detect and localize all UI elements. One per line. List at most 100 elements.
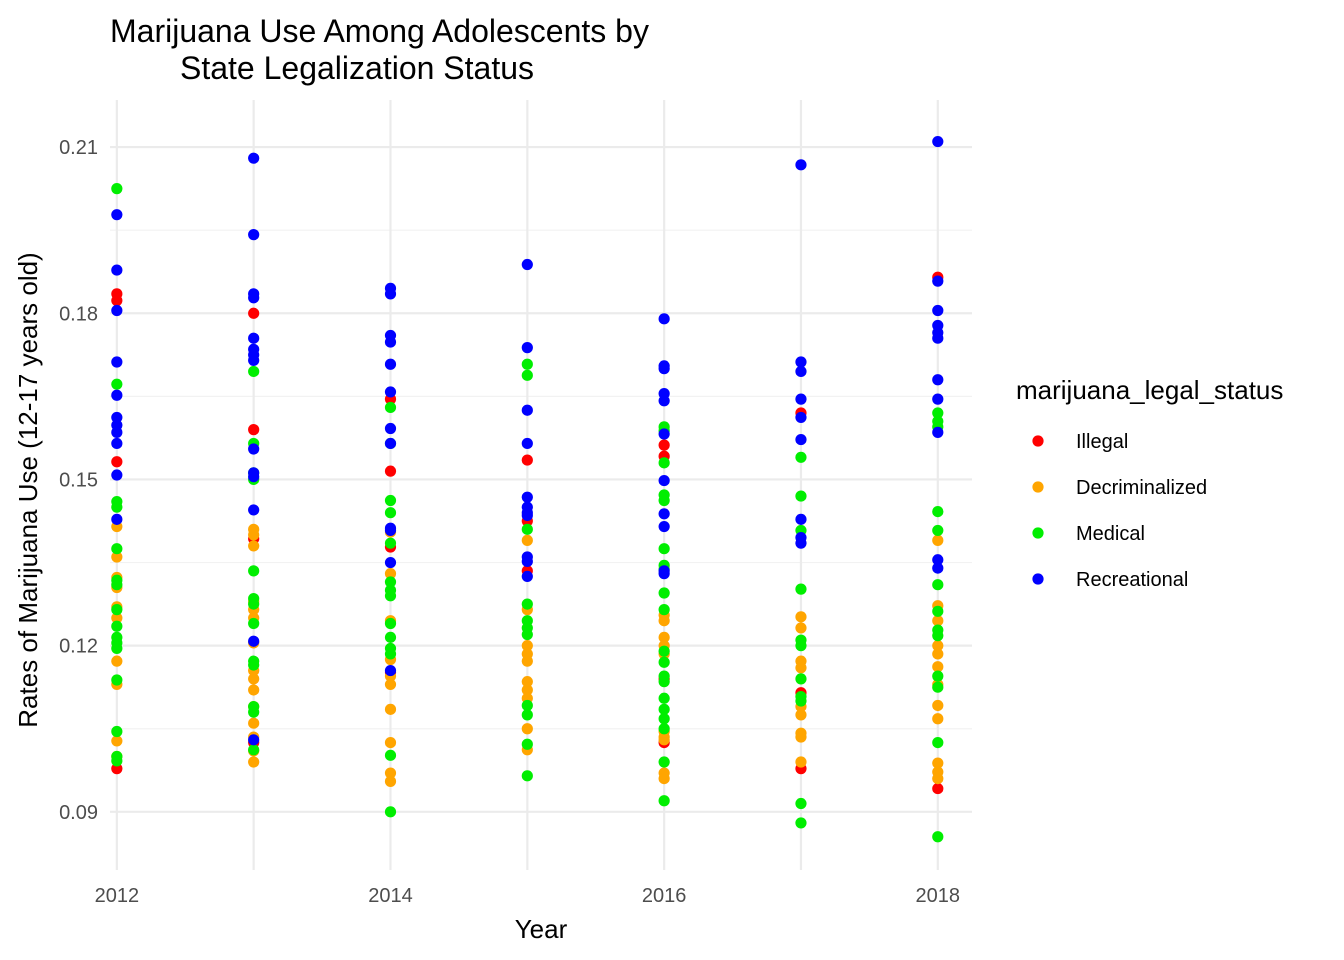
data-point (521, 676, 533, 688)
data-point (932, 605, 944, 617)
data-point (384, 678, 397, 691)
data-point (521, 709, 533, 721)
data-point (384, 386, 397, 398)
data-point (658, 520, 670, 533)
data-point (932, 505, 944, 518)
chart-title-line-2: State Legalization Status (180, 50, 534, 86)
data-point (932, 831, 944, 843)
data-point (932, 579, 944, 591)
data-point (658, 604, 670, 616)
series-recreational (111, 135, 944, 746)
data-point (248, 635, 260, 647)
data-point (111, 437, 123, 450)
data-point (658, 723, 670, 735)
data-point (384, 465, 397, 477)
data-point (111, 304, 123, 317)
data-point (248, 443, 260, 455)
data-point (111, 183, 123, 195)
data-point (795, 817, 807, 829)
legend-items: Illegal Decriminalized Medical Recreational (1032, 431, 1207, 591)
y-tick-label: 0.18 (59, 303, 98, 325)
data-point (795, 756, 807, 768)
data-point (384, 422, 397, 435)
data-point (384, 631, 397, 643)
data-point (521, 509, 533, 522)
y-axis-title: Rates of Marijuana Use (12-17 years old) (13, 252, 43, 727)
data-point (111, 389, 123, 401)
data-point (658, 656, 670, 668)
data-point (521, 655, 533, 667)
y-tick-label: 0.09 (59, 802, 98, 824)
data-point (932, 275, 944, 287)
x-tick-label: 2014 (368, 885, 413, 907)
data-point (521, 369, 533, 381)
data-point (111, 456, 123, 468)
data-point (932, 304, 944, 317)
data-point (111, 513, 123, 525)
legend-key (1032, 481, 1044, 493)
data-point (248, 617, 260, 630)
data-point (248, 717, 260, 729)
data-point (932, 757, 944, 769)
data-point (248, 598, 260, 610)
data-point (795, 513, 807, 525)
data-point (932, 534, 944, 546)
data-point (111, 543, 123, 555)
data-point (384, 507, 397, 519)
data-point (248, 756, 260, 768)
data-point (795, 393, 807, 405)
data-point (384, 437, 397, 450)
data-point (111, 411, 123, 424)
data-point (932, 640, 944, 652)
data-point (932, 554, 944, 566)
data-point (384, 767, 397, 779)
data-point (521, 598, 533, 610)
data-point (248, 706, 260, 718)
data-point (658, 692, 670, 704)
data-point (248, 565, 260, 577)
data-point (521, 258, 533, 271)
data-point (521, 404, 533, 416)
data-point (932, 562, 944, 574)
data-point (384, 648, 397, 660)
chart-title: Marijuana Use Among Adolescents by State… (110, 13, 658, 86)
data-point (111, 735, 123, 747)
data-point (384, 749, 397, 761)
data-point (932, 630, 944, 642)
data-point (248, 332, 260, 344)
data-point (932, 332, 944, 344)
data-point (658, 428, 670, 440)
data-point (521, 770, 533, 782)
data-point (932, 713, 944, 725)
data-point (795, 611, 807, 623)
y-tick-label: 0.15 (59, 469, 98, 491)
data-point (932, 426, 944, 438)
data-point (932, 524, 944, 537)
legend-key (1032, 435, 1044, 447)
data-point (658, 494, 670, 507)
data-point (521, 491, 533, 503)
data-point (111, 294, 123, 307)
data-point (932, 772, 944, 785)
data-point (384, 401, 397, 414)
data-point (795, 695, 807, 707)
data-point (658, 645, 670, 657)
legend-label: Medical (1076, 523, 1145, 545)
data-point (795, 662, 807, 674)
data-point (658, 395, 670, 407)
data-point (932, 782, 944, 795)
legend-key (1032, 573, 1044, 585)
data-point (658, 474, 670, 487)
data-point (932, 681, 944, 693)
x-tick-label: 2016 (642, 885, 687, 907)
data-point (658, 363, 670, 375)
data-point (658, 508, 670, 520)
data-point (384, 617, 397, 630)
legend-label: Recreational (1076, 569, 1188, 591)
data-point (111, 264, 123, 276)
data-point (521, 640, 533, 652)
data-point (795, 411, 807, 424)
data-point (384, 703, 397, 715)
data-point (795, 356, 807, 368)
